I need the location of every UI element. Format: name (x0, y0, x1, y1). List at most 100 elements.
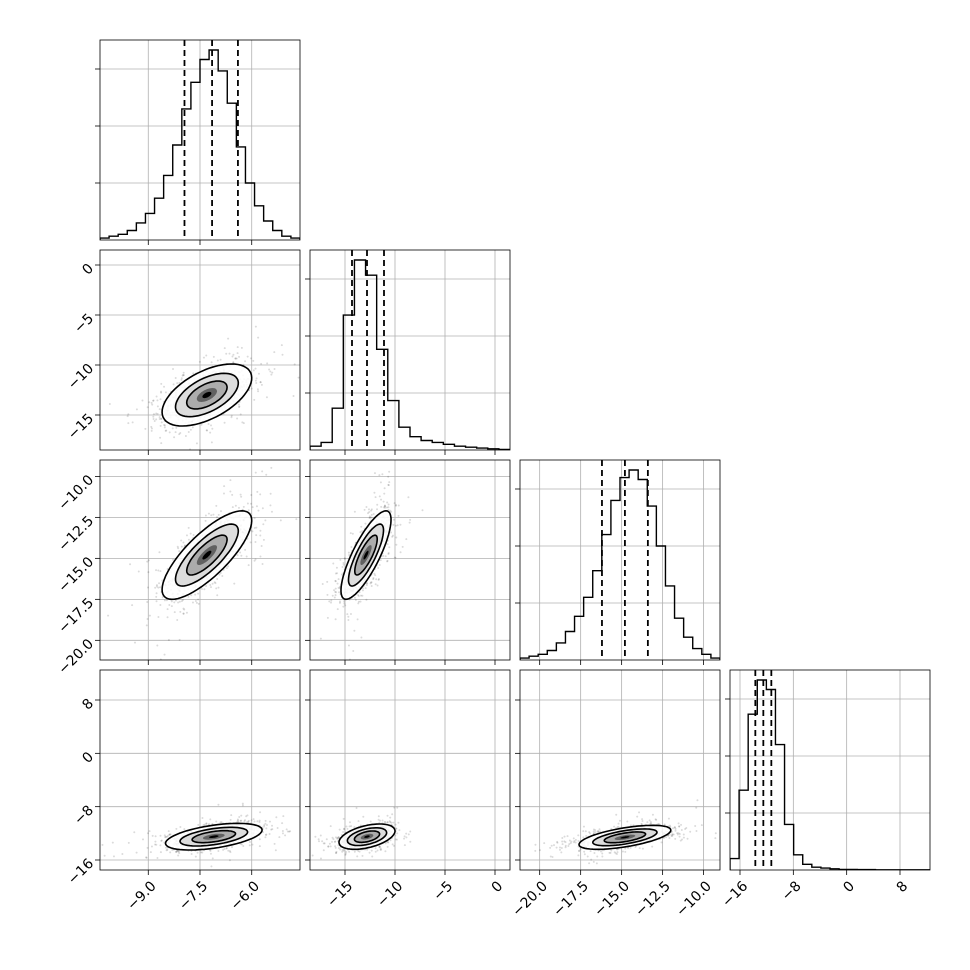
sample-point (574, 841, 577, 844)
sample-point (689, 830, 692, 833)
sample-point (164, 391, 167, 394)
sample-point (211, 427, 214, 430)
panel-body (311, 806, 412, 860)
sample-point (368, 851, 371, 854)
sample-point (266, 362, 269, 365)
sample-point (601, 855, 604, 858)
sample-point (254, 367, 257, 370)
sample-point (165, 846, 168, 849)
sample-point (160, 382, 163, 385)
sample-point (353, 629, 356, 632)
sample-point (383, 820, 386, 823)
panel-frame (309, 669, 511, 871)
sample-point (166, 834, 169, 837)
sample-point (376, 508, 379, 511)
sample-point (229, 851, 232, 854)
sample-point (232, 361, 235, 364)
sample-point (179, 610, 182, 613)
sample-point (181, 374, 184, 377)
sample-point (156, 856, 159, 859)
sample-point (173, 601, 176, 604)
sample-point (259, 555, 262, 558)
sample-point (163, 385, 166, 388)
sample-point (155, 584, 158, 587)
sample-point (337, 578, 340, 581)
sample-point (398, 829, 401, 832)
sample-point (334, 845, 337, 848)
sample-point (261, 470, 264, 473)
sample-point (207, 422, 210, 425)
sample-point (160, 390, 163, 393)
sample-point (228, 352, 231, 355)
sample-point (359, 600, 362, 603)
sample-point (295, 518, 298, 521)
sample-point (361, 594, 364, 597)
panel-hist-0 (95, 39, 301, 245)
sample-point (393, 502, 396, 505)
sample-point (249, 357, 252, 360)
sample-point (335, 566, 338, 569)
sample-point (194, 599, 197, 602)
sample-point (225, 352, 228, 355)
sample-point (369, 820, 372, 823)
sample-point (231, 506, 234, 509)
sample-point (354, 598, 357, 601)
sample-point (154, 586, 157, 589)
sample-point (111, 841, 114, 844)
sample-point (392, 523, 395, 526)
sample-point (370, 513, 373, 516)
sample-point (248, 844, 251, 847)
sample-point (223, 485, 226, 488)
sample-point (159, 603, 162, 606)
sample-point (234, 504, 237, 507)
sample-point (379, 559, 382, 562)
sample-point (160, 417, 163, 420)
sample-point (180, 378, 183, 381)
sample-point (339, 558, 342, 561)
sample-point (255, 382, 258, 385)
sample-point (191, 601, 194, 604)
sample-point (370, 516, 373, 519)
sample-point (236, 818, 239, 821)
sample-point (155, 569, 158, 572)
sample-point (408, 521, 411, 524)
sample-point (251, 530, 254, 533)
sample-point (232, 361, 235, 364)
sample-point (215, 587, 218, 590)
sample-point (256, 820, 259, 823)
sample-point (148, 830, 151, 833)
sample-point (270, 466, 273, 469)
sample-point (150, 401, 153, 404)
sample-point (228, 859, 231, 862)
sample-point (323, 842, 326, 845)
sample-point (695, 806, 698, 809)
sample-point (166, 608, 169, 611)
sample-point (384, 842, 387, 845)
sample-point (254, 379, 257, 382)
sample-point (329, 601, 332, 604)
sample-point (150, 845, 153, 848)
sample-point (228, 849, 231, 852)
sample-point (202, 824, 205, 827)
sample-point (384, 850, 387, 853)
sample-point (343, 557, 346, 560)
sample-point (239, 551, 242, 554)
sample-point (284, 834, 287, 837)
sample-point (365, 582, 368, 585)
sample-point (175, 827, 178, 830)
sample-point (131, 604, 134, 607)
sample-point (180, 377, 183, 380)
sample-point (271, 828, 274, 831)
sample-point (390, 821, 393, 824)
sample-point (349, 612, 352, 615)
sample-point (245, 555, 248, 558)
sample-point (327, 845, 330, 848)
sample-point (158, 582, 161, 585)
sample-point (167, 638, 170, 641)
sample-point (361, 589, 364, 592)
sample-point (246, 502, 249, 505)
sample-point (225, 846, 228, 849)
density-fill (363, 550, 369, 560)
sample-point (271, 371, 274, 374)
sample-point (369, 516, 372, 519)
